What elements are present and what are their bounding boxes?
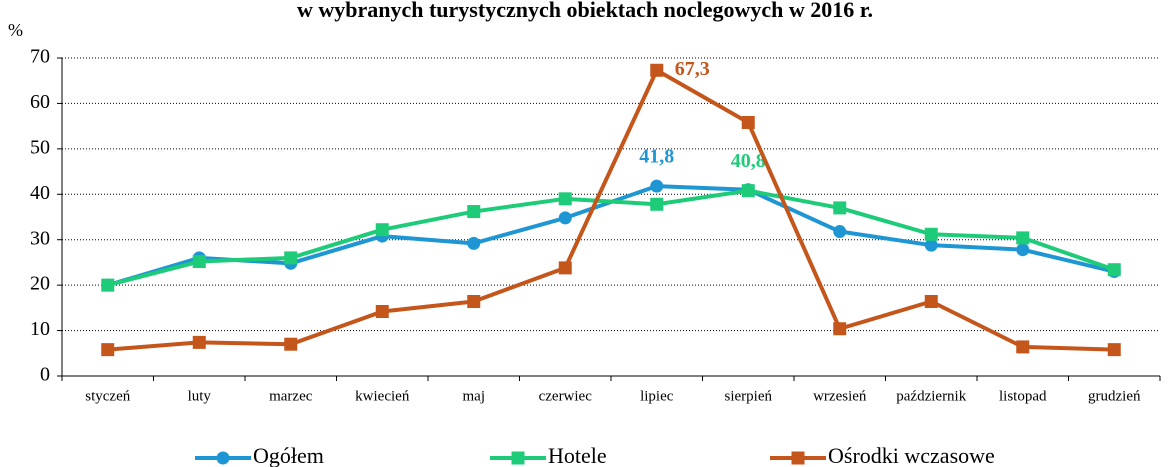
data-point (1016, 231, 1030, 245)
data-point (375, 304, 389, 318)
data-point (558, 192, 572, 206)
data-point (192, 255, 206, 269)
data-point (1016, 243, 1030, 257)
data-point (833, 201, 847, 215)
legend-marker (511, 451, 525, 465)
data-point (741, 116, 755, 130)
data-point (833, 225, 847, 239)
y-tick-label: 40 (30, 182, 50, 204)
data-point (192, 335, 206, 349)
data-point (924, 238, 938, 252)
chart-title: w wybranych turystycznych obiektach nocl… (297, 0, 873, 22)
y-tick-label: 60 (30, 91, 50, 113)
x-tick-label: kwiecień (355, 388, 410, 404)
data-point (1107, 343, 1121, 357)
data-point (558, 261, 572, 275)
data-point (924, 227, 938, 241)
legend-label: Ośrodki wczasowe (828, 443, 995, 467)
data-point (284, 251, 298, 265)
y-tick-label: 10 (30, 318, 50, 340)
y-tick-label: 30 (30, 227, 50, 249)
data-point (467, 294, 481, 308)
data-point (650, 179, 664, 193)
data-label: 40,8 (731, 150, 766, 172)
x-tick-label: grudzień (1088, 388, 1141, 404)
x-tick-label: październik (896, 388, 966, 404)
x-tick-label: listopad (999, 388, 1047, 404)
data-label: 67,3 (675, 58, 710, 80)
data-point (558, 211, 572, 225)
data-point (467, 236, 481, 250)
y-axis-label: % (8, 20, 23, 40)
series-line (107, 188, 1115, 288)
data-point (833, 322, 847, 336)
y-tick-label: 50 (30, 136, 50, 158)
x-tick-label: styczeń (85, 388, 130, 404)
data-point (924, 294, 938, 308)
data-point (1107, 263, 1121, 277)
data-point (1016, 340, 1030, 354)
x-tick-label: luty (188, 388, 212, 404)
data-point (101, 343, 115, 357)
x-tick-label: sierpień (725, 388, 773, 404)
data-point (650, 63, 664, 77)
legend-label: Ogółem (253, 443, 324, 467)
legend-marker (791, 451, 805, 465)
legend-marker (216, 451, 230, 465)
x-tick-label: wrzesień (813, 388, 867, 404)
x-tick-label: czerwiec (539, 388, 593, 404)
data-point (101, 278, 115, 292)
y-tick-label: 70 (30, 46, 50, 68)
data-label: 41,8 (639, 146, 674, 168)
data-point (650, 197, 664, 211)
x-tick-label: lipiec (640, 388, 674, 404)
y-tick-label: 20 (30, 273, 50, 295)
data-point (741, 184, 755, 198)
series-line (107, 68, 1115, 352)
legend-label: Hotele (548, 443, 607, 467)
x-tick-label: maj (463, 388, 486, 404)
data-point (284, 337, 298, 351)
data-point (467, 205, 481, 219)
data-point (375, 223, 389, 237)
y-tick-label: 0 (40, 364, 50, 386)
x-tick-label: marzec (269, 388, 313, 404)
